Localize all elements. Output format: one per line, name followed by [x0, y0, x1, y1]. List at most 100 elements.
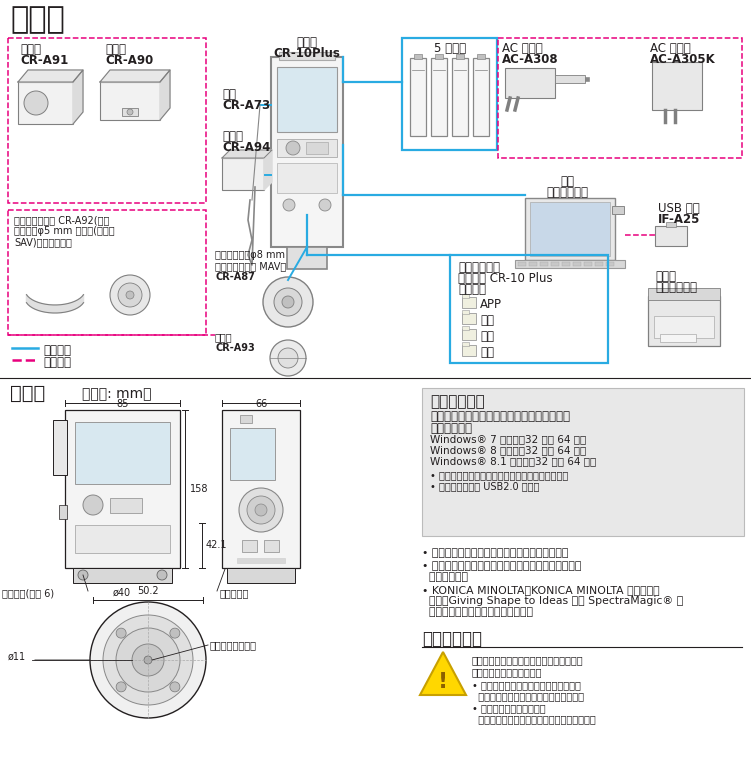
- Text: APP: APP: [480, 298, 502, 311]
- Circle shape: [78, 570, 88, 580]
- Bar: [666, 222, 676, 227]
- Circle shape: [286, 141, 300, 155]
- Bar: [240, 415, 252, 423]
- Text: 158: 158: [190, 484, 209, 494]
- Text: 腕带: 腕带: [222, 88, 236, 101]
- Bar: [59, 505, 67, 519]
- Bar: [595, 262, 603, 266]
- Text: • 请务必使用指定的电池。: • 请务必使用指定的电池。: [472, 703, 546, 713]
- Text: 电脑系统要求: 电脑系统要求: [430, 394, 484, 409]
- Bar: [242, 540, 257, 552]
- Bar: [122, 108, 138, 116]
- Circle shape: [110, 275, 150, 315]
- Bar: [606, 262, 614, 266]
- Text: （单位: mm）: （单位: mm）: [82, 387, 152, 401]
- Circle shape: [282, 296, 294, 308]
- Bar: [287, 247, 327, 269]
- Bar: [237, 558, 285, 563]
- Text: 或注册商标。: 或注册商标。: [422, 572, 468, 582]
- Text: 尺寸图: 尺寸图: [10, 384, 45, 403]
- Bar: [73, 568, 172, 583]
- Bar: [462, 326, 469, 330]
- Bar: [518, 262, 526, 266]
- Bar: [306, 142, 328, 154]
- Text: 三脚螺丝(深度 6): 三脚螺丝(深度 6): [2, 588, 54, 598]
- Polygon shape: [26, 294, 83, 313]
- Text: 机身内）: 机身内）: [458, 283, 486, 296]
- Circle shape: [127, 109, 133, 115]
- Text: 打印机: 打印机: [655, 270, 676, 283]
- Bar: [585, 77, 589, 81]
- Bar: [505, 68, 555, 98]
- Bar: [529, 262, 537, 266]
- Text: SAV)和定位治具）: SAV)和定位治具）: [14, 237, 72, 247]
- Text: 66: 66: [255, 399, 267, 409]
- Text: 如果用错电源，可能会造成火灾或触电。: 如果用错电源，可能会造成火灾或触电。: [472, 691, 584, 701]
- Circle shape: [83, 495, 103, 515]
- Polygon shape: [100, 70, 170, 82]
- Text: Windows® 8 专业版（32 位和 64 位）: Windows® 8 专业版（32 位和 64 位）: [430, 445, 587, 455]
- Text: 软质包: 软质包: [222, 130, 243, 143]
- Circle shape: [170, 628, 180, 638]
- Circle shape: [116, 628, 180, 692]
- Text: !: !: [438, 672, 448, 692]
- Bar: [230, 428, 275, 480]
- Bar: [227, 568, 295, 583]
- Bar: [655, 226, 687, 246]
- Bar: [402, 38, 497, 150]
- Bar: [654, 316, 714, 338]
- Text: 受光部分中心位置: 受光部分中心位置: [210, 640, 257, 650]
- Polygon shape: [160, 70, 170, 120]
- Bar: [648, 288, 720, 300]
- Bar: [410, 58, 426, 136]
- Circle shape: [157, 570, 167, 580]
- Bar: [431, 58, 447, 136]
- Bar: [75, 422, 170, 484]
- Text: 不含板的φ5 mm 目标罩(适用于: 不含板的φ5 mm 目标罩(适用于: [14, 226, 115, 236]
- Bar: [435, 54, 443, 59]
- Circle shape: [24, 91, 48, 115]
- Text: 保护套: 保护套: [20, 43, 41, 56]
- Text: （市面有售）: （市面有售）: [655, 281, 697, 294]
- Text: 色差计: 色差计: [297, 36, 318, 49]
- Text: • 此处所述规格和外观如有变更，恕不另行通知。: • 此处所述规格和外观如有变更，恕不另行通知。: [422, 548, 569, 558]
- Text: Windows® 8.1 专业版（32 位和 64 位）: Windows® 8.1 专业版（32 位和 64 位）: [430, 456, 596, 466]
- Bar: [277, 139, 337, 157]
- Bar: [540, 262, 548, 266]
- Bar: [264, 540, 279, 552]
- Circle shape: [103, 615, 193, 705]
- Text: IF-A25: IF-A25: [658, 213, 701, 226]
- Text: AC 适配器: AC 适配器: [650, 42, 691, 55]
- Text: AC-A308: AC-A308: [502, 53, 559, 66]
- Bar: [555, 75, 585, 83]
- Text: 85: 85: [116, 399, 128, 409]
- Text: 42.1: 42.1: [206, 540, 228, 551]
- Circle shape: [239, 488, 283, 532]
- Text: （市面有售）: （市面有售）: [546, 186, 588, 199]
- Bar: [473, 58, 489, 136]
- Text: 电脑: 电脑: [560, 175, 574, 188]
- Bar: [462, 329, 476, 340]
- Bar: [584, 262, 592, 266]
- Text: 5 号电池: 5 号电池: [434, 42, 466, 55]
- Text: CR-10Plus: CR-10Plus: [273, 47, 340, 60]
- Text: CR-A94: CR-A94: [222, 141, 270, 154]
- Text: CR-A90: CR-A90: [105, 54, 153, 67]
- Circle shape: [90, 602, 206, 718]
- Bar: [456, 54, 464, 59]
- Bar: [277, 67, 337, 132]
- Text: USB 线缆: USB 线缆: [658, 202, 700, 215]
- Text: CR-A91: CR-A91: [20, 54, 68, 67]
- Bar: [462, 294, 469, 298]
- Bar: [551, 262, 559, 266]
- Bar: [530, 202, 610, 256]
- Text: 小口径测量套件 CR-A92(包括: 小口径测量套件 CR-A92(包括: [14, 215, 110, 225]
- Circle shape: [278, 348, 298, 368]
- Bar: [477, 54, 485, 59]
- Bar: [110, 498, 142, 513]
- Text: 可选配件: 可选配件: [43, 356, 71, 369]
- Text: 标准配件: 标准配件: [43, 344, 71, 357]
- Text: 测量基准面: 测量基准面: [220, 588, 249, 598]
- Text: 仔细阅读《使用说明书》。: 仔细阅读《使用说明书》。: [472, 667, 542, 677]
- Text: 保护盖: 保护盖: [215, 332, 233, 342]
